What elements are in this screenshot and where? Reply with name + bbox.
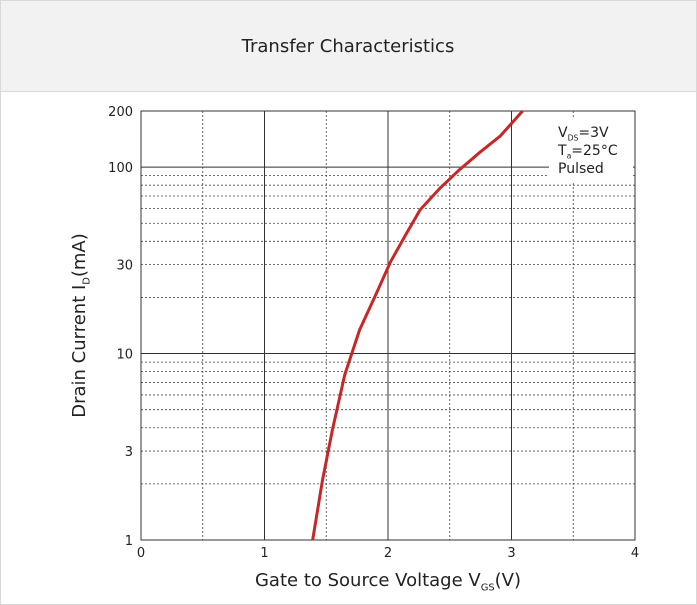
label-part: =25°C (571, 143, 618, 159)
label-part: T (557, 143, 567, 159)
x-tick-label: 0 (137, 546, 145, 561)
subscript: D (82, 277, 93, 285)
annotation: VDS=3V (558, 125, 609, 143)
label-part: (mA) (69, 233, 90, 277)
chart-title: Transfer Characteristics (241, 36, 455, 57)
y-tick-label: 200 (108, 105, 133, 120)
label-part: Gate to Source Voltage V (255, 570, 481, 591)
x-axis-label: Gate to Source Voltage VGS(V) (255, 570, 521, 594)
plot-border (140, 110, 636, 541)
x-tick-label: 1 (260, 546, 268, 561)
subscript: DS (568, 134, 579, 143)
y-tick-label: 10 (116, 348, 133, 363)
x-tick-label: 3 (507, 546, 515, 561)
y-tick-label: 1 (125, 534, 133, 549)
annotation-box (549, 117, 633, 183)
label-part: (V) (495, 570, 521, 591)
x-tick-label: 4 (631, 546, 639, 561)
y-axis-label: Drain Current ID(mA) (69, 233, 93, 418)
annotation: Pulsed (558, 161, 604, 177)
subscript: GS (481, 583, 495, 594)
annotation: Ta=25°C (557, 143, 618, 161)
header (0, 0, 697, 92)
label-part: Drain Current I (69, 285, 90, 418)
x-tick-label: 2 (384, 546, 392, 561)
y-tick-label: 3 (125, 445, 133, 460)
y-tick-label: 100 (108, 161, 133, 176)
label-part: Pulsed (558, 161, 604, 177)
y-tick-label: 30 (116, 259, 133, 274)
subscript: a (567, 152, 572, 161)
label-part: V (558, 125, 568, 141)
label-part: =3V (578, 125, 609, 141)
data-line (311, 110, 524, 541)
